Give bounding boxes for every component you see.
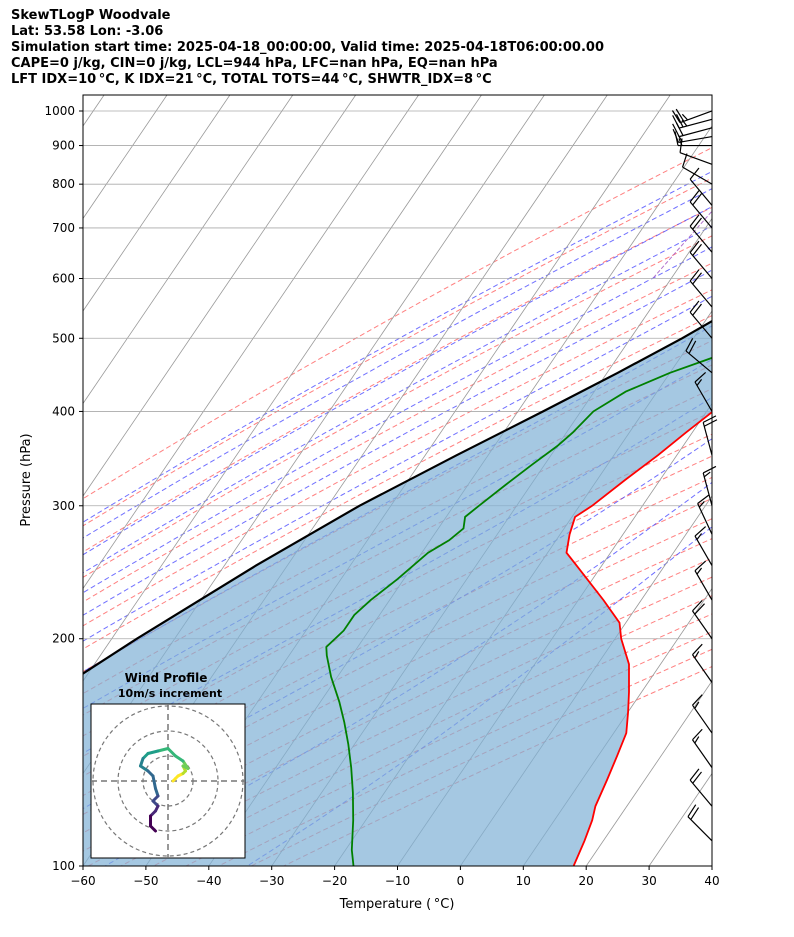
isotherm-line (83, 95, 419, 590)
isotherm-line (83, 95, 231, 312)
x-tick-label: −30 (259, 874, 284, 888)
wind-barb (702, 415, 718, 456)
wind-barb (679, 138, 713, 165)
y-tick-label: 300 (52, 499, 75, 513)
moist-adiabat-line (83, 269, 712, 616)
dry-adiabat-line (83, 289, 712, 627)
wind-barb (671, 108, 713, 124)
simulation-times: Simulation start time: 2025-04-18_00:00:… (11, 40, 604, 55)
moist-adiabat-line (83, 246, 712, 594)
hodograph-segment (181, 759, 190, 770)
hodograph-segment (149, 824, 157, 833)
dry-adiabat-line (83, 315, 712, 650)
station-location: Lat: 53.58 Lon: -3.06 (11, 24, 164, 39)
dewpoint-line (325, 356, 712, 866)
x-tick-label: 20 (579, 874, 594, 888)
y-tick-label: 900 (52, 139, 75, 153)
moist-adiabat-line (83, 170, 712, 523)
wind-barb (694, 526, 713, 566)
hodograph-segment (166, 747, 177, 758)
wind-barb (681, 153, 713, 185)
moist-adiabat-line (247, 526, 712, 866)
y-tick-label: 400 (52, 404, 75, 418)
x-tick-label: −10 (385, 874, 410, 888)
wind-barb (689, 214, 713, 253)
hodograph-segment (139, 764, 150, 773)
isotherm-line (83, 95, 482, 682)
stability-parameters: CAPE=0 j/kg, CIN=0 j/kg, LCL=944 hPa, LF… (11, 56, 498, 71)
inset-title: Wind Profile (125, 671, 208, 685)
wind-barb (689, 269, 713, 308)
dry-adiabat-line (83, 235, 712, 578)
wind-barb (685, 338, 713, 374)
chart-header: SkewTLogP Woodvale Lat: 53.58 Lon: -3.06… (11, 8, 791, 88)
wind-barb (689, 167, 713, 206)
wind-barb (692, 643, 713, 683)
x-tick-label: −60 (70, 874, 95, 888)
y-tick-label: 1000 (44, 104, 75, 118)
x-tick-label: 30 (641, 874, 656, 888)
station-title: SkewTLogP Woodvale (11, 8, 171, 23)
x-axis-label: Temperature ( °C) (339, 897, 455, 912)
x-tick-label: 40 (704, 874, 719, 888)
dry-adiabat-line (83, 497, 712, 816)
x-tick-label: −40 (196, 874, 221, 888)
wind-barb (689, 190, 713, 229)
isotherm-line (648, 772, 712, 866)
stability-indices: LFT IDX=10 °C, K IDX=21 °C, TOTAL TOTS=4… (11, 72, 492, 87)
wind-barb (692, 728, 713, 768)
hodograph-segment (151, 774, 157, 790)
mixing-ratio-line (715, 95, 794, 279)
dry-adiabat-line (83, 147, 712, 500)
isotherm-line (83, 95, 357, 497)
dry-adiabat-line (83, 177, 712, 527)
wind-profile-inset: Wind Profile 10m/s increment (90, 671, 246, 859)
y-tick-label: 600 (52, 271, 75, 285)
wind-barb (687, 804, 713, 842)
x-tick-label: −20 (322, 874, 347, 888)
wind-barb (702, 465, 717, 506)
wind-barb (672, 122, 713, 138)
isotherm-line (711, 865, 712, 866)
dry-adiabat-line (83, 262, 712, 603)
wind-barb (692, 694, 713, 734)
hodograph-segment (156, 747, 170, 753)
wind-barb (689, 240, 713, 279)
y-tick-label: 100 (52, 859, 75, 873)
inset-subtitle: 10m/s increment (118, 687, 222, 700)
parcel-profile-line (83, 319, 712, 675)
hodograph-segment (146, 749, 160, 755)
moist-adiabat-line (83, 225, 712, 574)
wind-barb (672, 128, 713, 144)
wind-barb (694, 560, 713, 601)
y-tick-label: 700 (52, 221, 75, 235)
mixing-ratio-line (652, 210, 712, 279)
mixing-ratio-line (766, 95, 794, 279)
wind-barb (697, 494, 713, 535)
x-tick-label: 10 (516, 874, 531, 888)
y-tick-label: 800 (52, 177, 75, 191)
isotherm-line (585, 680, 712, 866)
wind-barb (689, 300, 713, 339)
x-tick-label: −50 (133, 874, 158, 888)
isotherm-line (83, 95, 294, 405)
temperature-line (565, 410, 712, 866)
y-tick-label: 200 (52, 632, 75, 646)
wind-barb (694, 371, 713, 412)
y-axis-label: Pressure (hPa) (19, 433, 34, 526)
moist-adiabat-line (83, 188, 712, 539)
y-tick-label: 500 (52, 331, 75, 345)
hodograph-segment (174, 754, 185, 763)
wind-barb (692, 599, 713, 640)
x-tick-label: 0 (457, 874, 465, 888)
hodograph-ring (117, 730, 219, 832)
mixing-ratio-lines (652, 95, 794, 279)
wind-barb (689, 768, 713, 807)
